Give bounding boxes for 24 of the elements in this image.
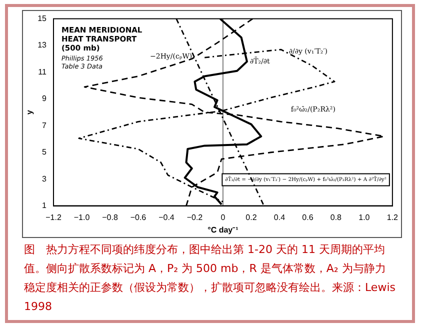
y-tick-label: 11 [38, 67, 48, 76]
x-tick-label: −0.4 [158, 212, 175, 222]
y-tick-label: 9 [42, 94, 48, 104]
x-tick-label: −0.6 [130, 212, 147, 222]
x-axis-title: °C day⁻¹ [208, 225, 239, 234]
x-tick-label: −0.8 [102, 212, 118, 222]
text: 图 热力方程不同项的纬度分布，图中给出第 1-20 天的 11 天周期的平均值。侧向扩散系数标记为 A，P₂ 为 500 mb，R 是气体常数，A₂ 为与静力稳定度相关的正参数（假设为常数），扩散项可忽略没有绘出。来源：Lewis 1998 [24, 242, 396, 315]
x-tick-label: −0.2 [186, 212, 204, 222]
x-tick-label: 0.4 [274, 212, 286, 222]
y-tick-label: 1 [42, 201, 48, 210]
y-tick-label: 13 [38, 40, 48, 50]
x-tick-label: 1.2 [386, 212, 399, 222]
x-tick-label: 1.0 [358, 212, 370, 222]
x-tick-label: 0.6 [302, 212, 314, 222]
x-tick-label: −1.0 [74, 212, 90, 222]
y-tick-label: 3 [42, 174, 48, 184]
y-axis-title: y [25, 110, 34, 115]
x-tick-label: 0.2 [246, 212, 258, 222]
x-tick-label: 0 [220, 212, 226, 222]
y-tick-label: 5 [42, 148, 48, 157]
y-tick-label: 15 [38, 14, 48, 24]
x-tick-label: −1.2 [46, 212, 62, 222]
x-tick-label: 0.8 [330, 212, 342, 222]
y-tick-label: 7 [42, 120, 48, 130]
